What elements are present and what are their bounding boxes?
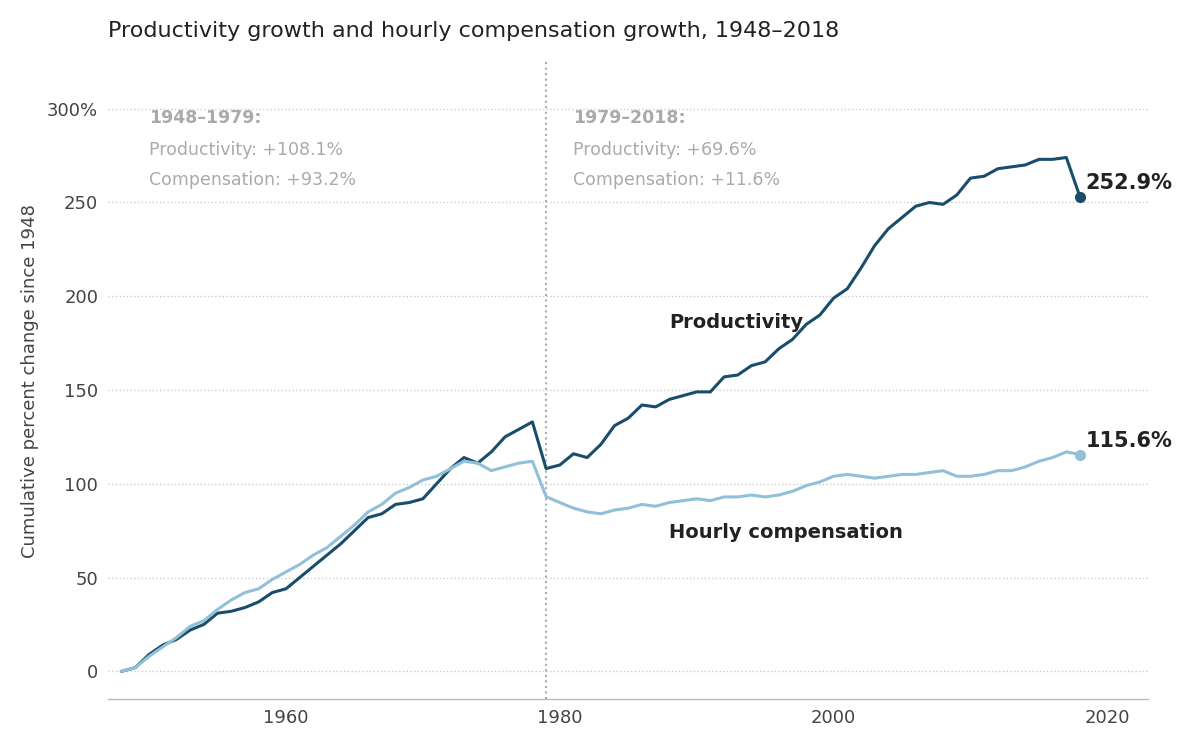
Y-axis label: Cumulative percent change since 1948: Cumulative percent change since 1948 [20,203,38,557]
Text: Compensation: +11.6%: Compensation: +11.6% [574,171,780,188]
Text: Productivity: Productivity [670,313,804,332]
Text: 252.9%: 252.9% [1086,174,1172,193]
Text: Hourly compensation: Hourly compensation [670,523,904,542]
Text: 115.6%: 115.6% [1086,431,1172,451]
Text: 1948–1979:: 1948–1979: [149,108,262,126]
Text: 1979–2018:: 1979–2018: [574,108,686,126]
Text: Compensation: +93.2%: Compensation: +93.2% [149,171,356,188]
Text: Productivity: +69.6%: Productivity: +69.6% [574,141,757,159]
Text: Productivity: +108.1%: Productivity: +108.1% [149,141,343,159]
Text: Productivity growth and hourly compensation growth, 1948–2018: Productivity growth and hourly compensat… [108,21,839,41]
